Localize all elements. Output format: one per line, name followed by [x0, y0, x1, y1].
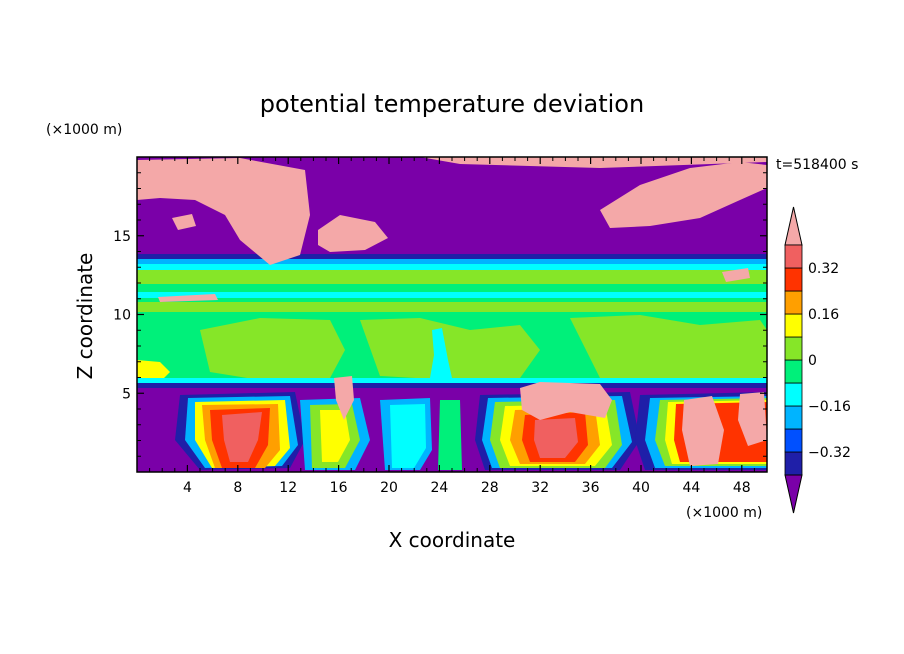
x-tick-label: 44 — [682, 480, 700, 496]
colorbar-tick-label: 0.16 — [808, 307, 839, 323]
x-tick-label: 36 — [582, 480, 600, 496]
pink-core-e2 — [738, 392, 767, 446]
colorbar-band — [784, 359, 803, 384]
lower-boundary-blue — [137, 383, 767, 388]
y-tick-label: 15 — [113, 229, 131, 245]
x-tick-label: 4 — [183, 480, 192, 496]
colorbar-band — [784, 451, 803, 476]
pink-band-mid-left — [158, 294, 218, 302]
colorbar-tick-label: −0.16 — [808, 399, 851, 415]
x-tick-label: 8 — [233, 480, 242, 496]
x-axis: 4 8 12 16 20 24 28 32 36 40 44 48 — [149, 157, 755, 496]
x-axis-label: X coordinate — [389, 528, 516, 552]
y-tick-label: 10 — [113, 308, 131, 324]
x-tick-label: 28 — [481, 480, 499, 496]
y-axis: 5 10 15 — [113, 172, 767, 457]
pink-cloud-left — [137, 158, 310, 265]
mid-band-aqua — [137, 292, 767, 298]
x-tick-label: 12 — [279, 480, 297, 496]
pink-core-e — [682, 396, 724, 466]
colorbar-tick-label: 0 — [808, 353, 817, 369]
x-tick-label: 20 — [380, 480, 398, 496]
blob-c-aqua — [390, 404, 426, 468]
pink-cap-d — [520, 382, 612, 420]
colorbar-band — [784, 405, 803, 430]
y-axis-label: Z coordinate — [73, 253, 97, 380]
colorbar-band — [784, 336, 803, 361]
x-tick-label: 32 — [531, 480, 549, 496]
colorbar-band — [784, 428, 803, 453]
colorbar-band — [784, 382, 803, 407]
pink-blob-mid-right — [722, 268, 750, 282]
blob-a-core — [222, 412, 262, 462]
pink-cloud-mid — [318, 215, 388, 252]
lower-boundary-aqua — [137, 378, 767, 383]
x-unit-label: (×1000 m) — [686, 505, 762, 521]
y-tick-label: 5 — [122, 386, 131, 402]
pink-cloud-right — [600, 162, 767, 228]
upper-boundary-blue — [137, 254, 767, 259]
chart-title: potential temperature deviation — [260, 90, 644, 118]
plot-area — [137, 157, 767, 472]
colorbar-bottom-triangle — [784, 474, 803, 514]
cyan-plume — [430, 328, 452, 378]
blob-b-yellow — [320, 410, 350, 462]
colorbar-tick-label: 0.32 — [808, 261, 839, 277]
blob-c-green — [438, 400, 462, 470]
yellow-patch-left — [137, 360, 170, 382]
pink-dot-left — [172, 214, 196, 230]
pink-plume-b — [334, 376, 354, 420]
mid-patch-left — [200, 318, 345, 380]
colorbar-top-triangle — [784, 206, 803, 246]
y-unit-label: (×1000 m) — [46, 122, 122, 138]
colorbar-band — [784, 313, 803, 338]
blob-d-core — [534, 418, 578, 458]
colorbar: 0.32 0.16 0 −0.16 −0.32 — [784, 206, 851, 514]
mid-patch-right — [570, 315, 767, 380]
colorbar-tick-label: −0.32 — [808, 445, 851, 461]
x-tick-label: 48 — [733, 480, 751, 496]
pink-sliver-top — [420, 157, 767, 168]
mid-band-lightgreen — [137, 302, 767, 312]
upper-boundary-cyan — [137, 259, 767, 264]
mid-patch-center — [360, 318, 540, 380]
time-label: t=518400 s — [776, 157, 858, 173]
x-tick-label: 24 — [430, 480, 448, 496]
colorbar-band — [784, 244, 803, 269]
mid-band-green — [137, 270, 767, 284]
upper-boundary-aqua — [137, 264, 767, 270]
x-tick-label: 16 — [330, 480, 348, 496]
colorbar-band — [784, 267, 803, 292]
colorbar-band — [784, 290, 803, 315]
x-tick-label: 40 — [632, 480, 650, 496]
